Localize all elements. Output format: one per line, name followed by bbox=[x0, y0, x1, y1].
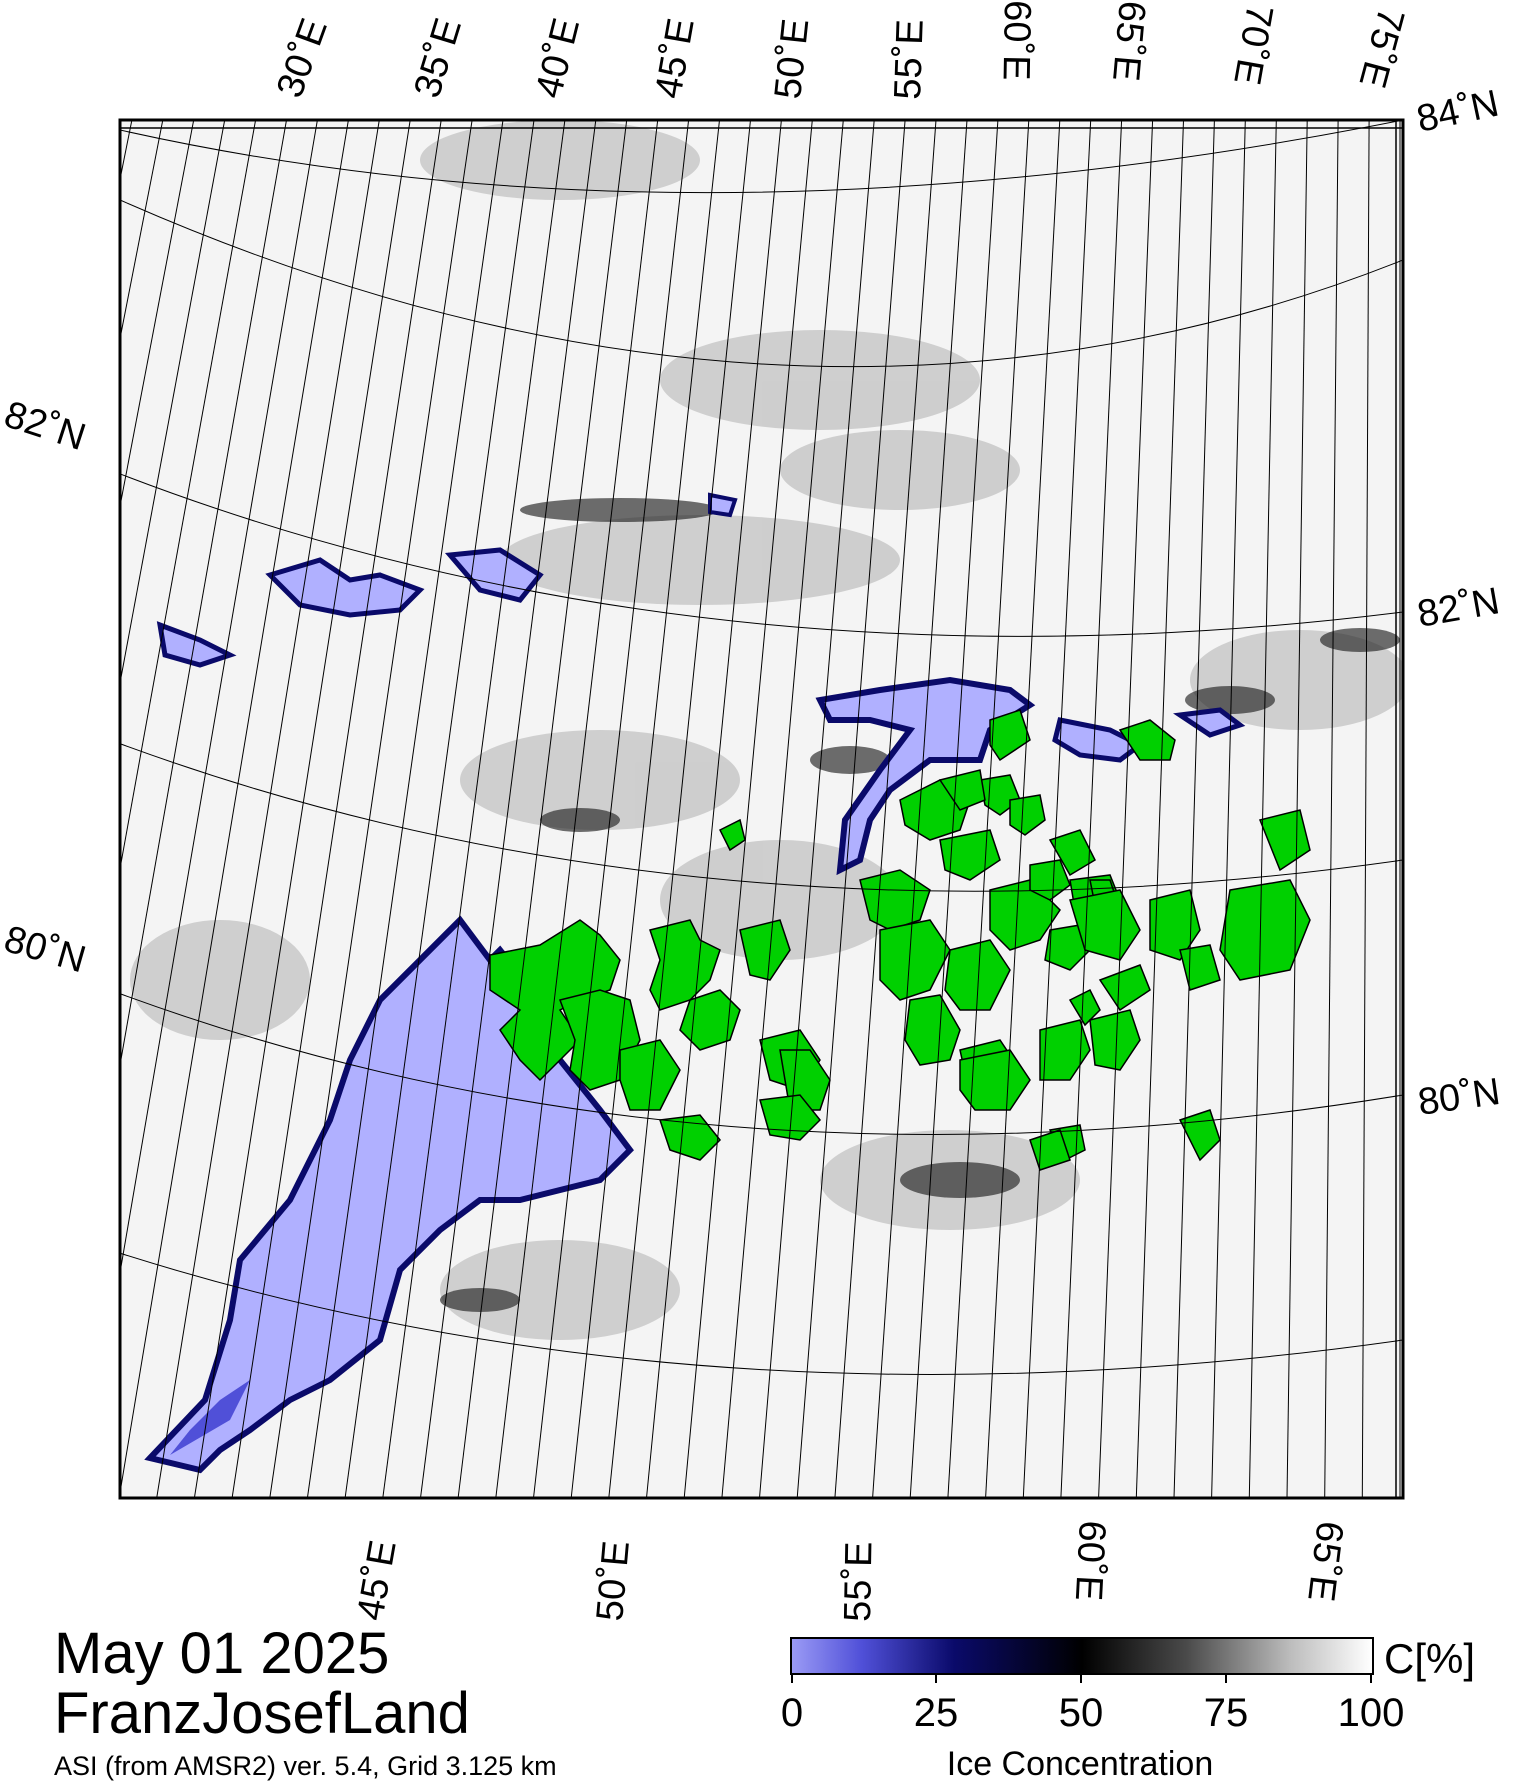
right-latitude-labels: 84˚N 82˚N 80˚N bbox=[1413, 83, 1503, 1124]
meridian-line bbox=[759, 120, 875, 1498]
top-lon-label: 60˚E bbox=[995, 0, 1038, 81]
colorbar-tick-label: 100 bbox=[1337, 1691, 1405, 1735]
top-lon-label: 75˚E bbox=[1351, 4, 1412, 92]
colorbar-unit: C[%] bbox=[1384, 1635, 1476, 1682]
meridian-line bbox=[269, 120, 473, 1498]
meridian-line bbox=[382, 120, 566, 1498]
meridian-line bbox=[306, 120, 504, 1498]
colorbar-legend: C[%] 0 25 50 75 100 Ice Concentration bbox=[781, 1635, 1490, 1787]
meridian-line bbox=[1248, 120, 1277, 1498]
colorbar-tick bbox=[1080, 1673, 1082, 1683]
meridian-line bbox=[120, 120, 257, 872]
right-lat-label: 82˚N bbox=[1414, 580, 1502, 636]
meridian-line bbox=[495, 120, 659, 1498]
colorbar-title: Ice Concentration bbox=[946, 1745, 1214, 1783]
meridian-line bbox=[533, 120, 690, 1498]
meridian-line bbox=[420, 120, 597, 1498]
meridian-line bbox=[947, 120, 1030, 1498]
meridian-line bbox=[796, 120, 906, 1498]
top-lon-label: 70˚E bbox=[1225, 1, 1280, 87]
graticule-latitudes bbox=[120, 120, 1403, 1375]
meridian-line bbox=[1324, 120, 1339, 1498]
meridian-line bbox=[120, 120, 287, 1068]
colorbar-tick bbox=[1225, 1673, 1227, 1683]
colorbar-tick bbox=[1370, 1673, 1372, 1683]
bottom-lon-label: 50˚E bbox=[589, 1539, 638, 1623]
colorbar-tick-label: 0 bbox=[780, 1691, 804, 1735]
bottom-lon-label: 55˚E bbox=[837, 1541, 880, 1622]
meridian-line bbox=[120, 120, 133, 182]
meridian-line bbox=[344, 120, 535, 1498]
top-longitude-labels: 30˚E 35˚E 40˚E 45˚E 50˚E 55˚E 60˚E 65˚E … bbox=[269, 0, 1412, 103]
meridian-line bbox=[834, 120, 937, 1498]
meridian-line bbox=[457, 120, 628, 1498]
right-lat-label: 80˚N bbox=[1415, 1071, 1502, 1124]
ice-dark-features bbox=[440, 498, 1400, 1312]
top-lon-label: 55˚E bbox=[887, 19, 932, 101]
colorbar bbox=[790, 1637, 1374, 1675]
left-lat-label: 82˚N bbox=[0, 394, 91, 459]
right-lat-label: 84˚N bbox=[1413, 83, 1502, 141]
meridian-line bbox=[985, 120, 1061, 1498]
meridian-line bbox=[570, 120, 720, 1498]
map-area bbox=[0, 120, 1403, 1498]
colorbar-tick-label: 25 bbox=[913, 1691, 959, 1735]
meridian-line bbox=[193, 120, 411, 1498]
meridian-line bbox=[721, 120, 844, 1498]
colorbar-tick bbox=[791, 1673, 793, 1683]
meridian-line bbox=[231, 120, 442, 1498]
meridian-line bbox=[1211, 120, 1246, 1498]
meridian-line bbox=[1286, 120, 1308, 1498]
region-name: FranzJosefLand bbox=[54, 1681, 470, 1746]
colorbar-tick bbox=[935, 1673, 937, 1683]
colorbar-tick-label: 50 bbox=[1058, 1691, 1104, 1735]
meridian-line bbox=[683, 120, 813, 1498]
top-lon-label: 40˚E bbox=[528, 14, 588, 102]
bottom-lon-label: 60˚E bbox=[1067, 1520, 1113, 1602]
meridian-line bbox=[0, 120, 101, 1498]
graticule-meridians bbox=[0, 120, 1401, 1498]
map-frame bbox=[118, 118, 1405, 1500]
map-caption: May 01 2025 FranzJosefLand ASI (from AMS… bbox=[54, 1621, 557, 1782]
meridian-line bbox=[1098, 120, 1154, 1498]
meridian-line bbox=[608, 120, 751, 1498]
top-lon-label: 45˚E bbox=[648, 15, 703, 101]
colorbar-tick-label: 75 bbox=[1203, 1691, 1249, 1735]
top-lon-label: 65˚E bbox=[1104, 0, 1153, 83]
meridian-line bbox=[1135, 120, 1184, 1498]
meridian-line bbox=[120, 120, 349, 1496]
low-concentration-ice bbox=[144, 492, 1246, 1474]
left-latitude-labels: 82˚N 80˚N bbox=[0, 394, 91, 982]
meridian-line bbox=[646, 120, 782, 1498]
top-lon-label: 50˚E bbox=[767, 17, 817, 101]
meridian-line bbox=[120, 120, 195, 509]
bottom-lon-label: 65˚E bbox=[1299, 1519, 1350, 1604]
bottom-longitude-labels: 45˚E 50˚E 55˚E 60˚E 65˚E bbox=[350, 1519, 1351, 1624]
meridian-line bbox=[1022, 120, 1092, 1498]
meridian-line bbox=[1173, 120, 1215, 1498]
bottom-lon-label: 45˚E bbox=[350, 1537, 405, 1623]
top-lon-label: 30˚E bbox=[269, 13, 336, 103]
meridian-line bbox=[1361, 120, 1370, 1498]
meridian-line bbox=[120, 120, 226, 686]
land-islands bbox=[489, 709, 1311, 1171]
meridian-line bbox=[0, 120, 70, 1498]
meridian-line bbox=[1060, 120, 1123, 1498]
top-lon-label: 35˚E bbox=[406, 14, 470, 103]
meridian-line bbox=[872, 120, 968, 1498]
map-date: May 01 2025 bbox=[54, 1621, 390, 1686]
meridian-line bbox=[909, 120, 999, 1498]
product-info: ASI (from AMSR2) ver. 5.4, Grid 3.125 km bbox=[54, 1751, 557, 1781]
left-lat-label: 80˚N bbox=[0, 918, 90, 981]
meridian-line bbox=[156, 120, 380, 1498]
